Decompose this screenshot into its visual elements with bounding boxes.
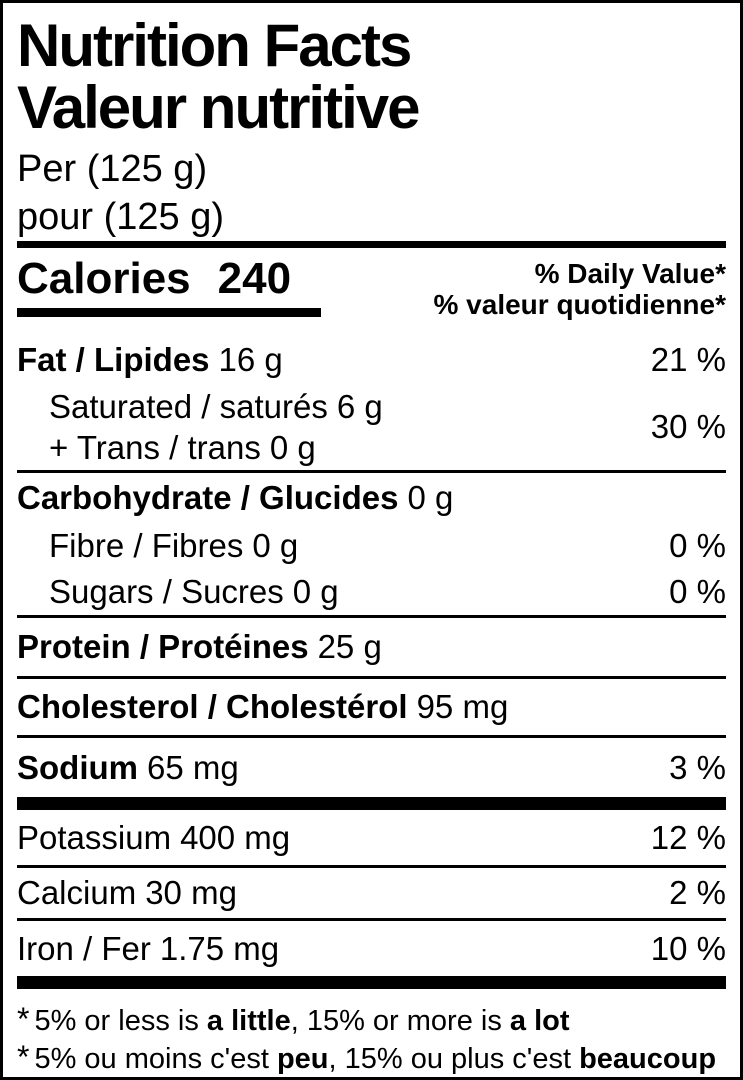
calcium-label: Calcium xyxy=(17,874,137,911)
asterisk-icon: * xyxy=(17,1039,30,1075)
footnote-en-part1: 5% or less is xyxy=(34,1005,207,1037)
calcium-amount: 30 mg xyxy=(145,874,237,911)
sugars-row: Sugars / Sucres 0 g 0 % xyxy=(17,569,726,615)
daily-value-header-en: % Daily Value* xyxy=(534,258,726,289)
serving-size: Per (125 g) pour (125 g) xyxy=(17,145,726,241)
fat-amount: 16 g xyxy=(218,341,283,378)
title-en: Nutrition Facts xyxy=(17,12,412,79)
fibre-amount: 0 g xyxy=(252,527,299,564)
footnote-fr-bold2: beaucoup xyxy=(579,1043,717,1075)
fibre-text: Fibre / Fibres 0 g xyxy=(17,527,298,565)
calcium-row: Calcium 30 mg 2 % xyxy=(3,868,740,918)
fibre-label: Fibre / Fibres xyxy=(49,527,244,564)
saturated-label: Saturated / saturés xyxy=(49,388,328,425)
carbohydrate-amount: 0 g xyxy=(407,479,454,516)
sugars-amount: 0 g xyxy=(292,573,339,610)
potassium-amount: 400 mg xyxy=(180,818,291,856)
carbohydrate-text: Carbohydrate / Glucides 0 g xyxy=(17,479,453,517)
calcium-dv: 2 % xyxy=(669,874,726,911)
saturated-trans-group: Saturated / saturés 6 g + Trans / trans 0 … xyxy=(17,386,726,468)
calcium-text: Calcium 30 mg xyxy=(17,874,237,912)
footnote-fr-part2: , 15% ou plus c'est xyxy=(328,1043,580,1075)
saturated-amount: 6 g xyxy=(336,388,383,425)
potassium-text: Potassium 400 mg xyxy=(17,819,290,857)
calories-label: Calories xyxy=(17,254,191,303)
cholesterol-amount: 95 mg xyxy=(416,688,509,725)
footnotes: * 5% or less is a little, 15% or more is … xyxy=(3,989,740,1077)
fat-text: Fat / Lipides 16 g xyxy=(17,341,283,379)
calories-underline-bar xyxy=(17,308,321,317)
sugars-dv: 0 % xyxy=(669,573,726,610)
footnote-en-bold1: a little xyxy=(206,1005,291,1037)
saturated-trans-dv: 30 % xyxy=(650,408,726,445)
footnote-fr-bold1: peu xyxy=(276,1043,329,1075)
divider-potassium-calcium xyxy=(17,865,726,868)
fat-section: Fat / Lipides 16 g 21 % Saturated / satur… xyxy=(3,334,740,470)
divider-thick-footnotes xyxy=(17,976,726,989)
potassium-row: Potassium 400 mg 12 % xyxy=(3,810,740,865)
label-header: Nutrition Facts Valeur nutritive Per (12… xyxy=(3,3,740,241)
footnote-en-bold2: a lot xyxy=(509,1005,570,1037)
carbohydrate-row: Carbohydrate / Glucides 0 g xyxy=(17,473,726,523)
sodium-row: Sodium 65 mg 3 % xyxy=(3,738,740,797)
sugars-text: Sugars / Sucres 0 g xyxy=(17,573,339,611)
iron-text: Iron / Fer 1.75 mg xyxy=(17,930,279,968)
title-fr: Valeur nutritive xyxy=(17,74,420,141)
trans-row: + Trans / trans 0 g xyxy=(17,427,383,468)
protein-text: Protein / Protéines 25 g xyxy=(17,628,382,666)
fat-label: Fat / Lipides xyxy=(17,341,210,378)
carbohydrate-section: Carbohydrate / Glucides 0 g Fibre / Fibre… xyxy=(3,473,740,615)
potassium-label: Potassium xyxy=(17,818,172,856)
calories-block: Calories 240 xyxy=(17,254,321,317)
sodium-label: Sodium xyxy=(17,748,138,786)
saturated-trans-lines: Saturated / saturés 6 g + Trans / trans 0 … xyxy=(17,386,383,468)
iron-amount: 1.75 mg xyxy=(159,929,280,967)
serving-size-fr: pour (125 g) xyxy=(17,196,225,238)
calories-value: 240 xyxy=(217,254,292,303)
divider-cholesterol-sodium xyxy=(17,735,726,738)
calories-line: Calories 240 xyxy=(17,254,321,304)
footnote-fr-part1: 5% ou moins c'est xyxy=(34,1043,277,1075)
fat-dv: 21 % xyxy=(650,341,726,378)
divider-protein-cholesterol xyxy=(17,676,726,679)
protein-row: Protein / Protéines 25 g xyxy=(3,618,740,676)
trans-amount: 0 g xyxy=(269,429,316,466)
sodium-amount: 65 mg xyxy=(147,748,239,786)
divider-header xyxy=(17,241,726,248)
iron-label: Iron / Fer xyxy=(17,929,151,967)
protein-amount: 25 g xyxy=(317,628,382,665)
footnote-en-part2: , 15% or more is xyxy=(290,1005,510,1037)
divider-thick-sodium-potassium xyxy=(17,797,726,810)
cholesterol-label: Cholesterol / Cholestérol xyxy=(17,688,408,725)
cholesterol-row: Cholesterol / Cholestérol 95 mg xyxy=(3,679,740,735)
footnote-fr: * 5% ou moins c'est peu, 15% ou plus c'es… xyxy=(17,1039,726,1077)
potassium-dv: 12 % xyxy=(650,818,726,856)
fibre-row: Fibre / Fibres 0 g 0 % xyxy=(17,523,726,569)
daily-value-header: % Daily Value* % valeur quotidienne* xyxy=(434,254,727,320)
sodium-dv: 3 % xyxy=(669,748,726,786)
divider-carb-protein xyxy=(17,615,726,618)
iron-dv: 10 % xyxy=(650,929,726,967)
saturated-row: Saturated / saturés 6 g xyxy=(17,386,383,427)
carbohydrate-label: Carbohydrate / Glucides xyxy=(17,479,399,516)
serving-size-en: Per (125 g) xyxy=(17,148,208,190)
sodium-text: Sodium 65 mg xyxy=(17,749,239,787)
fibre-dv: 0 % xyxy=(669,527,726,564)
iron-row: Iron / Fer 1.75 mg 10 % xyxy=(3,921,740,976)
calories-section: Calories 240 % Daily Value* % valeur quot… xyxy=(3,248,740,334)
protein-label: Protein / Protéines xyxy=(17,628,309,665)
sugars-label: Sugars / Sucres xyxy=(49,573,284,610)
footnote-en: * 5% or less is a little, 15% or more is … xyxy=(17,1001,726,1039)
cholesterol-text: Cholesterol / Cholestérol 95 mg xyxy=(17,688,508,726)
trans-label: + Trans / trans xyxy=(49,429,261,466)
divider-fat-carb xyxy=(17,470,726,473)
daily-value-header-fr: % valeur quotidienne* xyxy=(433,289,727,320)
asterisk-icon: * xyxy=(17,1001,30,1037)
divider-calcium-iron xyxy=(17,918,726,921)
fat-row: Fat / Lipides 16 g 21 % xyxy=(17,334,726,386)
